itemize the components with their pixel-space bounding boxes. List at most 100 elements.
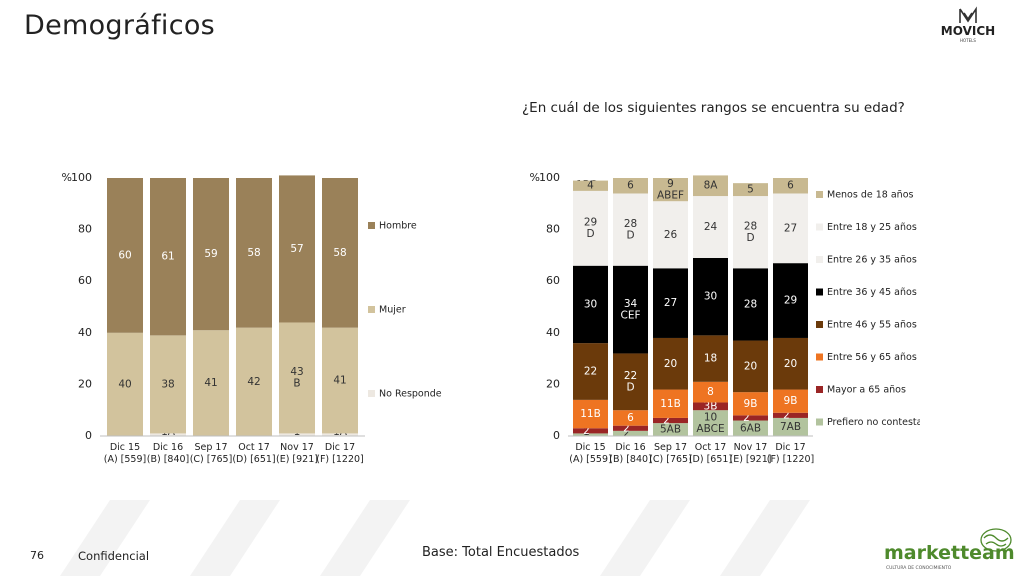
data-label: 2 [783, 409, 790, 421]
legend-swatch [816, 288, 823, 296]
data-label: 8A [704, 180, 719, 192]
y-tick-label: 80 [78, 223, 92, 236]
bar-segment [150, 433, 186, 436]
confidential-label: Confidencial [78, 549, 150, 563]
legend-swatch [816, 418, 823, 426]
data-label: 20 [744, 360, 757, 372]
data-label: 41 [204, 377, 217, 389]
bar-segment [773, 337, 808, 390]
y-tick-label: 40 [78, 326, 92, 339]
bar-segment [573, 428, 608, 434]
bar-segment [107, 332, 143, 436]
legend-swatch [816, 353, 823, 361]
data-label: 11B [580, 408, 601, 420]
x-tick-label: Dic 16 [615, 442, 645, 453]
data-label: 58 [333, 247, 346, 259]
bar-segment [613, 353, 648, 411]
data-label: 60 [118, 249, 131, 261]
legend-label: Hombre [379, 221, 417, 232]
data-label: 59 [204, 248, 217, 260]
data-label: 2 [743, 412, 750, 424]
y-tick-label: 60 [78, 274, 92, 287]
bar-segment [773, 263, 808, 338]
bar-segment [733, 420, 768, 436]
y-tick-label: 80 [546, 223, 560, 236]
bar-segment [733, 268, 768, 341]
data-label: 2 [583, 425, 590, 437]
x-tick-base-label: (F) [1220] [316, 454, 364, 465]
bar-segment [693, 175, 728, 197]
base-note: Base: Total Encuestados [422, 545, 580, 560]
bar-segment [150, 178, 186, 336]
y-tick-label: 60 [546, 274, 560, 287]
data-label: 28 D [624, 218, 637, 242]
x-tick-label: Sep 17 [194, 442, 227, 453]
x-tick-label: Oct 17 [238, 442, 270, 453]
bar-segment [733, 392, 768, 416]
data-label: 8 [707, 386, 714, 398]
data-label: 30 [704, 291, 717, 303]
data-label: 24 [704, 221, 718, 233]
y-unit-label: % [530, 171, 540, 184]
legend-label: Entre 18 y 25 años [827, 222, 917, 233]
x-tick-base-label: (B) [840] [609, 454, 652, 465]
data-label: 29 D [584, 217, 597, 241]
legend-label: Entre 46 y 55 años [827, 320, 917, 331]
bar-segment [193, 178, 229, 331]
bar-segment [613, 265, 648, 354]
bar-segment [733, 183, 768, 197]
data-label: 3B [704, 400, 718, 412]
data-label: 7AB [780, 421, 801, 433]
data-label: 9B [744, 398, 758, 410]
data-label: 5 [747, 184, 754, 196]
y-tick-label: 0 [553, 429, 560, 442]
bar-segment [693, 196, 728, 258]
bar-segment [653, 417, 688, 424]
bar-segment [322, 178, 358, 328]
bar-segment [773, 412, 808, 418]
data-label: 27 [664, 297, 677, 309]
x-tick-label: Dic 17 [325, 442, 355, 453]
bar-segment [573, 265, 608, 344]
y-tick-label: 100 [71, 171, 92, 184]
bar-segment [573, 399, 608, 429]
legend-label: Entre 26 y 35 años [827, 255, 917, 266]
legend-label: Entre 36 y 45 años [827, 287, 917, 298]
data-label: 9B [784, 395, 798, 407]
data-label: 2 [623, 427, 630, 439]
bar-segment [693, 410, 728, 436]
bar-segment [613, 410, 648, 426]
bar-segment [279, 175, 315, 323]
data-label: 57 [290, 243, 303, 255]
data-label: 11B [660, 398, 681, 410]
bar-segment [653, 389, 688, 418]
data-label: 10 ABCE [696, 411, 724, 435]
data-label: 22 D [624, 370, 637, 394]
movich-logo: MOVICH HOTELS [941, 6, 995, 43]
brand-logo-text: MOVICH [941, 24, 995, 38]
bar-segment [653, 423, 688, 436]
bar-segment [693, 335, 728, 382]
x-tick-base-label: (C) [765] [190, 454, 233, 465]
bar-segment [693, 402, 728, 411]
x-tick-base-label: (E) [921] [276, 454, 318, 465]
data-label: 27 [784, 222, 797, 234]
data-label: 20 [664, 358, 677, 370]
bar-segment [733, 415, 768, 421]
x-tick-base-label: (A) [559] [569, 454, 611, 465]
bar-segment [613, 430, 648, 436]
x-tick-base-label: (E) [921] [730, 454, 772, 465]
bar-segment [107, 178, 143, 333]
legend-swatch [816, 191, 823, 198]
bar-segment [322, 433, 358, 436]
bar-segment [653, 268, 688, 338]
legend-label: Mayor a 65 años [827, 385, 906, 396]
data-label: 29 [784, 295, 797, 307]
bar-segment [613, 193, 648, 266]
bar-segment [773, 178, 808, 194]
legend-swatch [816, 321, 823, 328]
bar-segment [653, 201, 688, 269]
data-label: 61 [161, 251, 174, 263]
bar-segment [653, 337, 688, 390]
bar-segment [733, 340, 768, 393]
